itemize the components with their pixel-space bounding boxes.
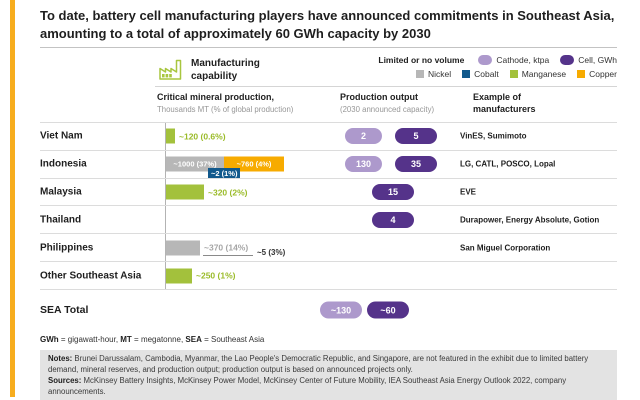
legend-nickel-label: Nickel: [427, 69, 452, 79]
notes-text: Brunei Darussalam, Cambodia, Myanmar, th…: [48, 354, 589, 374]
minerals-title: Critical mineral production,: [157, 92, 275, 102]
table-row-malaysia: Malaysia ~320 (2%) 15 EVE: [40, 177, 617, 206]
manufacturers-value: EVE: [460, 187, 477, 197]
table-row-thailand: Thailand 4 Durapower, Energy Absolute, G…: [40, 205, 617, 233]
cobalt-callout-value: ~5 (3%): [257, 248, 286, 258]
manganese-bar: [166, 128, 175, 144]
abbr-gwh: GWh: [40, 335, 59, 344]
country-label: Malaysia: [40, 186, 82, 198]
column-header-minerals: Critical mineral production, Thousands M…: [157, 92, 293, 114]
sea-total-cell-pill: ~60: [367, 301, 409, 319]
column-header-manufacturers: Example of manufacturers: [473, 92, 536, 115]
cell-pill: 35: [395, 156, 437, 173]
accent-stripe: [10, 0, 15, 397]
sources-text: McKinsey Battery Insights, McKinsey Powe…: [48, 375, 567, 396]
table-row-vietnam: Viet Nam ~120 (0.6%) 2 5 VinES, Sumimoto: [40, 122, 617, 150]
cell-pill: 15: [372, 184, 414, 201]
title-divider: [40, 47, 617, 48]
legend: Limited or no volume Cathode, ktpa Cell,…: [378, 55, 617, 83]
output-subtitle: (2030 announced capacity): [340, 104, 435, 114]
manufacturers-value: VinES, Sumimoto: [460, 131, 527, 141]
cell-pill: 5: [395, 128, 437, 145]
table-row-indonesia: Indonesia ~1000 (37%) ~760 (4%) ~2 (1%) …: [40, 149, 617, 179]
sea-total-row: SEA Total ~130 ~60: [40, 299, 617, 321]
manganese-bar: [166, 268, 192, 284]
abbr-sea: SEA: [185, 335, 202, 344]
table-row-other-sea: Other Southeast Asia ~250 (1%): [40, 261, 617, 289]
manufacturers-title-line1: Example of: [473, 92, 522, 102]
column-header-output: Production output (2030 announced capaci…: [340, 92, 434, 114]
manufacturers-value: LG, CATL, POSCO, Lopal: [460, 159, 556, 169]
sea-total-label: SEA Total: [40, 304, 89, 316]
legend-item-cobalt: Cobalt: [462, 69, 499, 79]
mineral-bars: ~370 (14%): [166, 240, 249, 256]
abbr-gwh-def: = gigawatt-hour,: [58, 335, 121, 344]
legend-cell-label: Cell, GWh: [578, 55, 617, 65]
table-row-philippines: Philippines ~370 (14%) ~5 (3%) San Migue…: [40, 233, 617, 261]
legend-item-copper: Copper: [577, 69, 617, 79]
copper-swatch-icon: [577, 70, 586, 78]
abbr-mt-def: = megatonne,: [131, 335, 186, 344]
country-rows: Viet Nam ~120 (0.6%) 2 5 VinES, Sumimoto…: [40, 122, 617, 290]
legend-limited-label: Limited or no volume: [378, 55, 465, 65]
abbreviations-line: GWh = gigawatt-hour, MT = megatonne, SEA…: [40, 335, 264, 344]
cell-pill: 4: [372, 211, 414, 228]
header-divider: [155, 86, 617, 87]
mineral-bars: ~120 (0.6%): [166, 128, 226, 144]
legend-manganese-label: Manganese: [521, 69, 567, 79]
cathode-pill: 2: [345, 128, 382, 145]
legend-item-nickel: Nickel: [415, 69, 452, 79]
manufacturers-title-line2: manufacturers: [473, 103, 536, 114]
legend-item-manganese: Manganese: [509, 69, 567, 79]
copper-bar-label: ~760 (4%): [236, 159, 272, 169]
manganese-bar-label: ~120 (0.6%): [179, 131, 226, 142]
legend-cobalt-label: Cobalt: [474, 69, 499, 79]
mineral-bars: ~320 (2%): [166, 184, 248, 200]
manufacturers-value: Durapower, Energy Absolute, Gotion: [460, 215, 600, 225]
abbr-sea-def: = Southeast Asia: [201, 335, 265, 344]
notes-box: Notes: Brunei Darussalam, Cambodia, Myan…: [40, 350, 617, 400]
manganese-bar-label: ~320 (2%): [208, 187, 248, 198]
country-label: Viet Nam: [40, 130, 83, 142]
manganese-bar-label: ~250 (1%): [196, 270, 236, 281]
legend-item-cell: Cell, GWh: [560, 55, 617, 65]
factory-icon: [157, 58, 184, 87]
manganese-swatch-icon: [509, 70, 518, 78]
sources-line: Sources: McKinsey Battery Insights, McKi…: [48, 376, 609, 398]
legend-item-cathode: Cathode, ktpa: [478, 55, 549, 65]
legend-cathode-label: Cathode, ktpa: [496, 55, 550, 65]
notes-line: Notes: Brunei Darussalam, Cambodia, Myan…: [48, 354, 609, 376]
sources-label: Sources:: [48, 375, 82, 385]
nickel-bar-label: ~1000 (37%): [173, 159, 217, 169]
page-title: To date, battery cell manufacturing play…: [40, 8, 615, 41]
legend-row-minerals: Nickel Cobalt Manganese Copper: [378, 69, 617, 79]
country-label: Indonesia: [40, 158, 87, 170]
mineral-bars: ~250 (1%): [166, 268, 236, 284]
country-label: Philippines: [40, 242, 94, 254]
capability-line2: capability: [191, 71, 238, 82]
notes-label: Notes:: [48, 354, 73, 363]
cobalt-tag: ~2 (1%): [208, 167, 241, 179]
nickel-bar: [166, 240, 200, 256]
nickel-swatch-icon: [415, 70, 424, 78]
output-title: Production output: [340, 92, 418, 102]
country-label: Thailand: [40, 214, 82, 226]
abbr-mt: MT: [120, 335, 132, 344]
cobalt-swatch-icon: [462, 70, 471, 78]
legend-copper-label: Copper: [589, 69, 617, 79]
capability-heading: Manufacturing capability: [191, 57, 260, 83]
manufacturers-value: San Miguel Corporation: [460, 243, 551, 253]
cell-swatch-icon: [560, 55, 575, 65]
cathode-swatch-icon: [478, 55, 493, 65]
country-label: Other Southeast Asia: [40, 270, 142, 282]
cathode-pill: 130: [345, 156, 382, 173]
minerals-subtitle: Thousands MT (% of global production): [157, 104, 294, 114]
cobalt-callout-line: [203, 255, 253, 257]
legend-row-output: Limited or no volume Cathode, ktpa Cell,…: [378, 55, 617, 65]
sea-total-cathode-pill: ~130: [320, 301, 362, 319]
nickel-bar-label: ~370 (14%): [204, 242, 249, 253]
capability-line1: Manufacturing: [191, 58, 260, 69]
manganese-bar: [166, 184, 204, 200]
